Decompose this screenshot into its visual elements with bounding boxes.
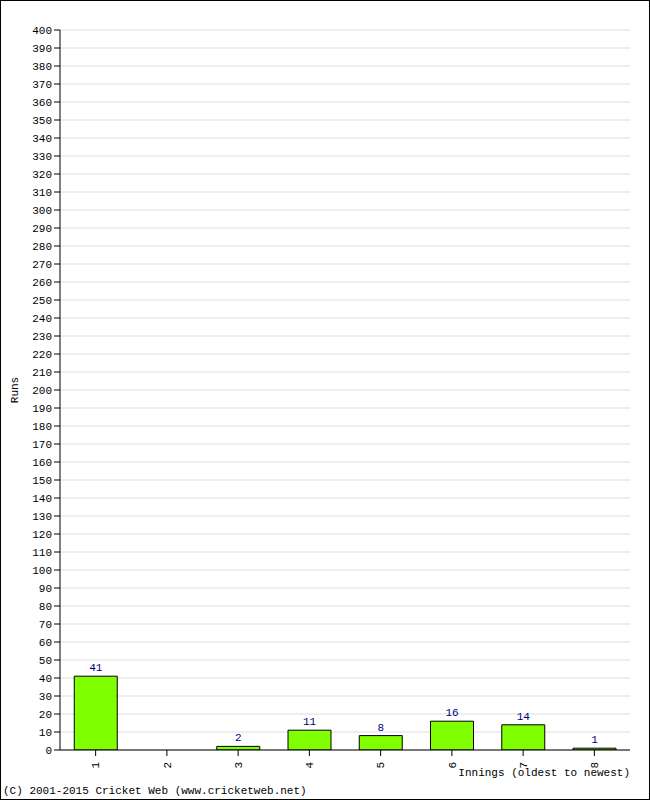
svg-text:Runs: Runs <box>9 377 21 403</box>
svg-text:200: 200 <box>32 385 52 397</box>
svg-text:250: 250 <box>32 295 52 307</box>
svg-text:0: 0 <box>45 745 52 757</box>
svg-text:280: 280 <box>32 241 52 253</box>
svg-text:41: 41 <box>89 662 103 674</box>
svg-text:120: 120 <box>32 529 52 541</box>
svg-text:380: 380 <box>32 61 52 73</box>
svg-text:100: 100 <box>32 565 52 577</box>
svg-text:20: 20 <box>39 709 52 721</box>
svg-text:270: 270 <box>32 259 52 271</box>
svg-text:360: 360 <box>32 97 52 109</box>
svg-text:310: 310 <box>32 187 52 199</box>
svg-text:50: 50 <box>39 655 52 667</box>
svg-text:370: 370 <box>32 79 52 91</box>
svg-text:80: 80 <box>39 601 52 613</box>
svg-text:8: 8 <box>589 762 602 769</box>
svg-text:5: 5 <box>375 762 387 769</box>
svg-text:140: 140 <box>32 493 52 505</box>
svg-text:4: 4 <box>304 762 316 769</box>
svg-text:320: 320 <box>32 169 52 181</box>
svg-text:110: 110 <box>32 547 52 559</box>
svg-text:130: 130 <box>32 511 52 523</box>
svg-text:40: 40 <box>39 673 52 685</box>
svg-text:290: 290 <box>32 223 52 235</box>
svg-text:10: 10 <box>39 727 52 739</box>
svg-text:330: 330 <box>32 151 52 163</box>
svg-text:2: 2 <box>235 732 242 744</box>
svg-text:400: 400 <box>32 25 52 37</box>
svg-text:240: 240 <box>32 313 52 325</box>
svg-text:70: 70 <box>39 619 52 631</box>
svg-text:180: 180 <box>32 421 52 433</box>
svg-text:6: 6 <box>447 762 459 769</box>
svg-text:11: 11 <box>303 716 317 728</box>
svg-text:230: 230 <box>32 331 52 343</box>
html-text:(C) 2001-2015 Cricket Web (www: (C) 2001-2015 Cricket Web (www.cricketwe… <box>3 785 307 797</box>
svg-text:3: 3 <box>233 762 245 769</box>
svg-text:30: 30 <box>39 691 52 703</box>
svg-text:340: 340 <box>32 133 52 145</box>
svg-text:1: 1 <box>90 762 102 769</box>
svg-text:14: 14 <box>517 711 531 723</box>
svg-text:170: 170 <box>32 439 52 451</box>
svg-text:2: 2 <box>162 762 174 769</box>
svg-text:8: 8 <box>377 722 384 734</box>
svg-text:300: 300 <box>32 205 52 217</box>
svg-text:90: 90 <box>39 583 52 595</box>
html-text:Innings (oldest to newest): Innings (oldest to newest) <box>458 767 630 779</box>
svg-text:390: 390 <box>32 43 52 55</box>
svg-text:150: 150 <box>32 475 52 487</box>
svg-text:220: 220 <box>32 349 52 361</box>
svg-text:7: 7 <box>518 762 530 769</box>
svg-text:350: 350 <box>32 115 52 127</box>
svg-text:210: 210 <box>32 367 52 379</box>
svg-text:190: 190 <box>32 403 52 415</box>
svg-text:160: 160 <box>32 457 52 469</box>
svg-text:1: 1 <box>591 734 598 746</box>
svg-text:260: 260 <box>32 277 52 289</box>
svg-text:16: 16 <box>445 707 458 719</box>
svg-text:60: 60 <box>39 637 52 649</box>
